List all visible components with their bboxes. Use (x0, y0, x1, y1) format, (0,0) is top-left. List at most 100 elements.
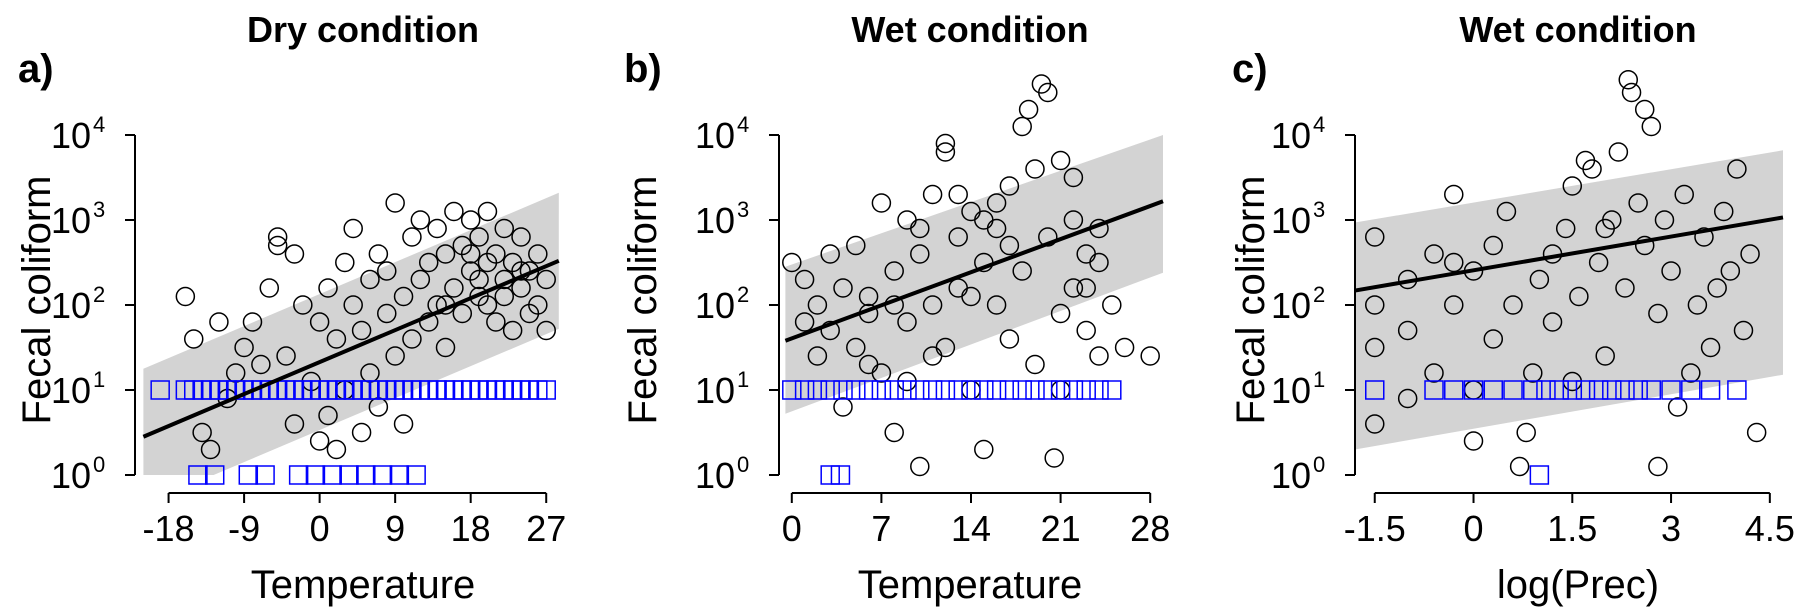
data-point (536, 320, 556, 341)
data-point (494, 286, 515, 307)
data-point (1424, 244, 1444, 264)
data-point (986, 193, 1007, 213)
y-tick-exponent: 3 (1313, 197, 1325, 222)
data-point (276, 346, 296, 366)
fit-line (1354, 215, 1784, 293)
y-tick-label: 10 (1271, 115, 1311, 156)
data-point (999, 329, 1020, 349)
data-point (377, 261, 397, 281)
censored-point (1463, 380, 1484, 400)
y-tick-exponent: 1 (1313, 367, 1325, 392)
data-point (1681, 363, 1701, 383)
x-tick-label: 3 (1661, 508, 1681, 549)
data-point (1516, 422, 1536, 443)
y-tick-exponent: 2 (1313, 282, 1325, 307)
censored-point (794, 380, 815, 400)
data-point (1562, 176, 1583, 196)
y-tick-exponent: 1 (93, 367, 105, 392)
x-tick-label: -1.5 (1344, 508, 1406, 549)
x-tick-label: 18 (451, 508, 491, 549)
data-point (284, 244, 305, 264)
censored-point (999, 380, 1020, 400)
data-point (1365, 337, 1385, 358)
censored-point (1365, 380, 1385, 400)
x-axis-label: Temperature (251, 563, 476, 607)
data-point (1018, 99, 1039, 120)
censored-point (1102, 380, 1122, 400)
data-point (360, 269, 380, 290)
data-point (922, 295, 943, 315)
data-point (1648, 303, 1668, 324)
data-point (410, 210, 431, 230)
data-point (884, 422, 904, 443)
data-point (871, 193, 892, 213)
panel-title: Dry condition (247, 9, 479, 50)
data-point (494, 218, 515, 239)
fit-line (142, 258, 560, 439)
data-point (1634, 99, 1655, 120)
data-point (393, 286, 414, 307)
data-point (1746, 422, 1767, 443)
data-point (460, 244, 481, 264)
data-point (935, 142, 956, 162)
data-point (293, 295, 313, 315)
fit-line (784, 199, 1164, 343)
censored-point (1063, 380, 1084, 400)
censored-point (150, 380, 170, 400)
data-point (1618, 70, 1639, 90)
data-point (1397, 320, 1418, 341)
data-point (444, 278, 464, 298)
data-point (477, 295, 498, 315)
data-point (1667, 397, 1688, 417)
x-axis-label: log(Prec) (1497, 563, 1659, 607)
y-tick-exponent: 0 (1313, 452, 1325, 477)
data-point (1634, 235, 1655, 256)
data-point (242, 312, 263, 332)
censored-point (1562, 380, 1583, 400)
data-point (1720, 261, 1741, 281)
data-point (1608, 142, 1629, 162)
data-point (1140, 346, 1160, 366)
censored-point (372, 465, 393, 485)
data-point (326, 439, 347, 460)
data-point (1044, 448, 1064, 468)
data-point (1595, 218, 1615, 239)
data-point (820, 320, 840, 341)
data-point (910, 456, 930, 477)
censored-point (820, 465, 840, 485)
censored-point (986, 380, 1007, 400)
x-tick-label: 0 (310, 508, 330, 549)
censored-point (1588, 380, 1609, 400)
censored-point (1012, 380, 1032, 400)
data-point (807, 346, 828, 366)
y-axis-label: Fecal coliform (1229, 176, 1273, 425)
censored-point (910, 380, 930, 400)
data-point (251, 354, 271, 375)
data-point (393, 414, 414, 434)
censored-point (782, 380, 802, 400)
x-tick-label: 0 (1464, 508, 1484, 549)
x-tick-label: 0 (782, 508, 802, 549)
censored-point (1727, 380, 1747, 400)
data-point (807, 295, 828, 315)
plot-area: 10 010 110 210 310 40 7 14 21 28 (695, 74, 1170, 549)
censored-point (1700, 380, 1721, 400)
data-point (1114, 337, 1135, 358)
censored-point (389, 465, 410, 485)
data-point (486, 244, 506, 264)
panel-title: Wet condition (851, 9, 1088, 50)
censored-point (974, 380, 994, 400)
data-point (858, 354, 879, 375)
y-tick-exponent: 2 (737, 282, 749, 307)
data-point (1509, 456, 1530, 477)
data-point (1063, 167, 1084, 188)
data-point (502, 320, 523, 341)
data-point (1424, 363, 1444, 383)
data-point (402, 329, 422, 349)
y-tick-exponent: 4 (1313, 112, 1325, 137)
censored-point (1424, 380, 1444, 400)
censored-point (1076, 380, 1096, 400)
data-point (343, 295, 363, 315)
data-point (528, 295, 548, 315)
